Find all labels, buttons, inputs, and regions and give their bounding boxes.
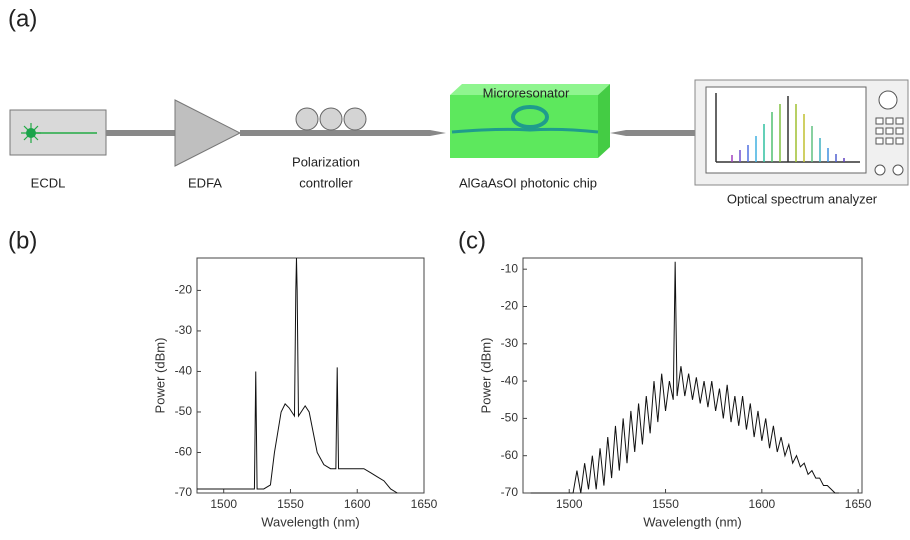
- x-tick-label: 1500: [556, 497, 583, 511]
- y-tick-label: -20: [175, 283, 193, 297]
- component-label: AlGaAsOI photonic chip: [459, 175, 597, 190]
- x-tick-label: 1650: [411, 497, 438, 511]
- y-tick-label: -30: [501, 336, 519, 350]
- spectrum-line: [530, 261, 839, 494]
- y-tick-label: -70: [175, 485, 193, 499]
- y-tick-label: -40: [175, 364, 193, 378]
- component-label: Polarization: [292, 154, 360, 169]
- chip-side: [598, 84, 610, 158]
- component-label: controller: [299, 175, 353, 190]
- y-tick-label: -50: [501, 411, 519, 425]
- plot-area: [522, 257, 863, 494]
- y-axis-label: Power (dBm): [478, 338, 493, 414]
- polarization-paddles: [295, 107, 367, 131]
- x-tick-label: 1550: [277, 497, 304, 511]
- component-label: Optical spectrum analyzer: [727, 191, 878, 206]
- y-tick-label: -50: [175, 404, 193, 418]
- edfa-triangle: [174, 99, 242, 167]
- component-label: EDFA: [188, 175, 222, 190]
- x-tick-label: 1600: [748, 497, 775, 511]
- y-tick-label: -20: [501, 299, 519, 313]
- y-tick-label: -30: [175, 323, 193, 337]
- x-tick-label: 1650: [845, 497, 872, 511]
- fiber: [106, 130, 176, 136]
- y-tick-label: -60: [501, 448, 519, 462]
- microring: [511, 105, 549, 129]
- panel-label: (c): [458, 227, 486, 254]
- panel-label: (a): [8, 5, 37, 32]
- y-tick-label: -10: [501, 261, 519, 275]
- plot-area: [196, 257, 425, 494]
- x-tick-label: 1550: [652, 497, 679, 511]
- osa-screen: [705, 86, 867, 174]
- osa-controls: [874, 90, 904, 176]
- spectrum-line: [197, 257, 398, 494]
- waveguide: [451, 127, 599, 134]
- setup-diagram: ECDL EDFA Polarization controller Micror…: [9, 79, 909, 206]
- fiber: [240, 130, 446, 136]
- x-tick-label: 1500: [210, 497, 237, 511]
- x-axis-label: Wavelength (nm): [261, 514, 360, 529]
- chip-top: [450, 84, 610, 95]
- x-axis-label: Wavelength (nm): [643, 514, 742, 529]
- y-axis-label: Power (dBm): [152, 338, 167, 414]
- x-tick-label: 1600: [344, 497, 371, 511]
- osa-spectrum-icon: [715, 93, 860, 163]
- fiber: [610, 130, 695, 136]
- laser-dot: [26, 128, 36, 138]
- y-tick-label: -70: [501, 485, 519, 499]
- component-label: ECDL: [31, 175, 66, 190]
- y-tick-label: -40: [501, 373, 519, 387]
- component-label: Microresonator: [483, 85, 570, 100]
- y-tick-label: -60: [175, 445, 193, 459]
- panel-label: (b): [8, 227, 37, 254]
